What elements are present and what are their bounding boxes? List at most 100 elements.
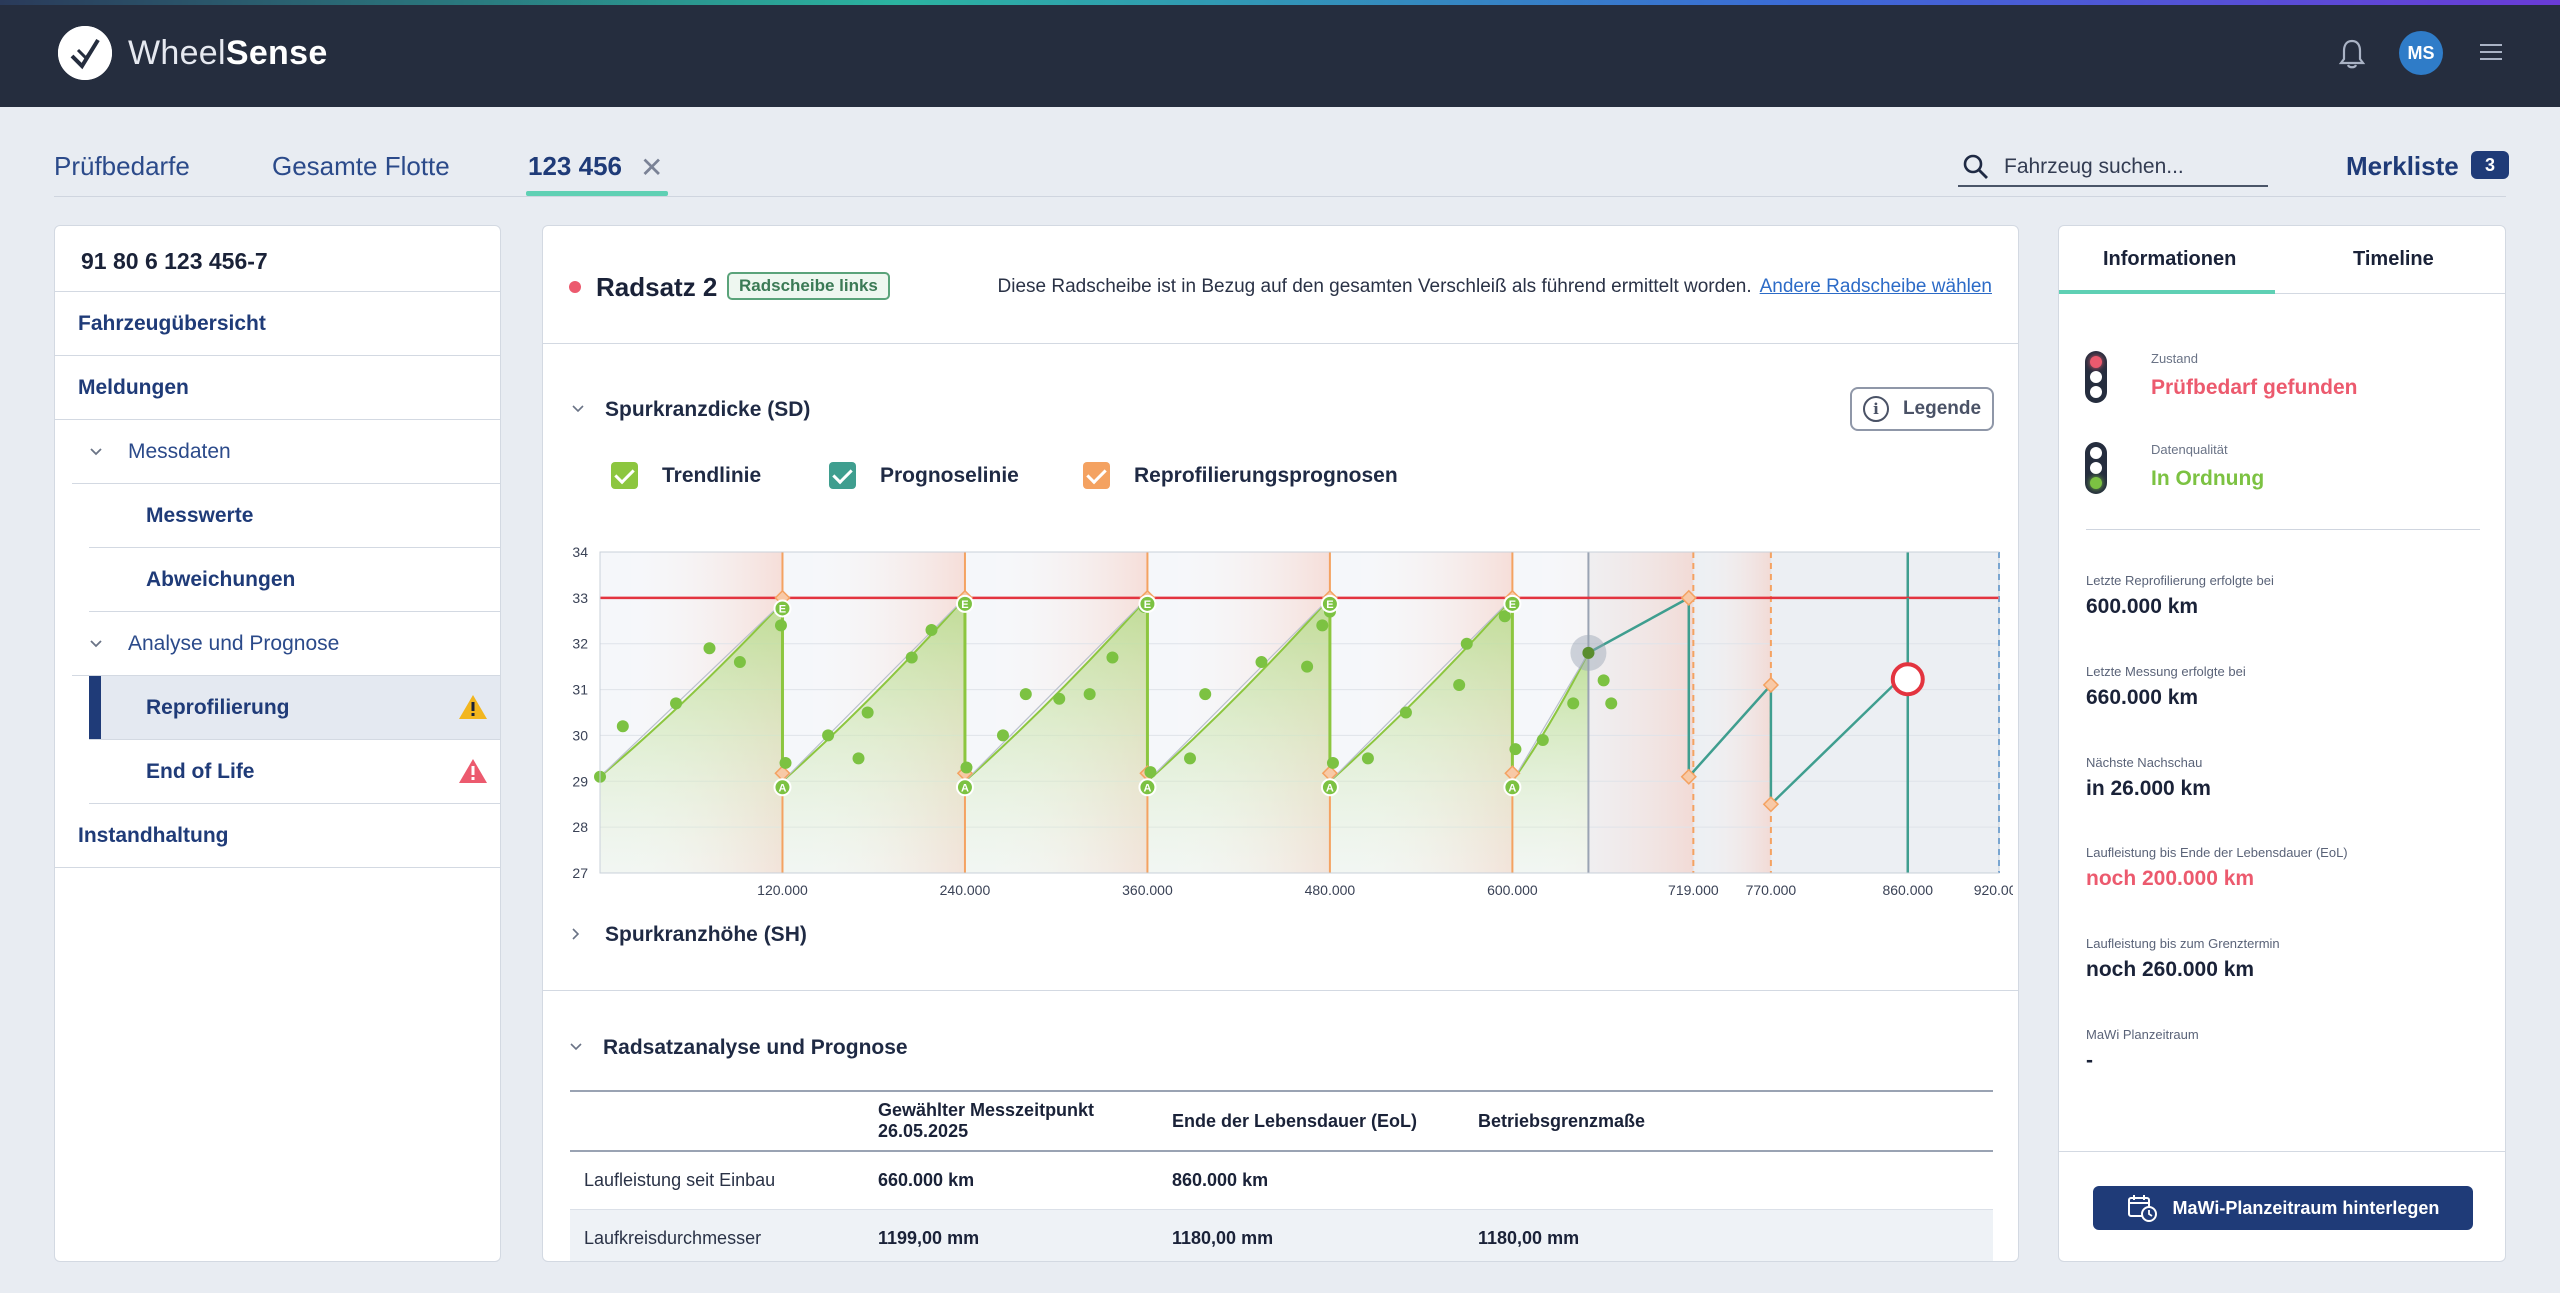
end-badge-label: E	[1326, 599, 1333, 611]
chevron-right-icon[interactable]	[569, 927, 583, 941]
checkbox-label: Prognoselinie	[880, 463, 1019, 487]
nav-end-of-life[interactable]: End of Life	[89, 740, 500, 804]
y-tick-label: 31	[572, 682, 588, 698]
mawi-planning-button[interactable]: MaWi-Planzeitraum hinterlegen	[2093, 1186, 2473, 1230]
measurement-point	[1316, 619, 1329, 632]
nav-meldungen[interactable]: Meldungen	[55, 356, 500, 420]
table-header: Betriebsgrenzmaße	[1464, 1090, 1993, 1152]
app-name-bold: Sense	[225, 33, 328, 72]
x-tick-label: 360.000	[1122, 882, 1173, 898]
checkbox-prognoselinie[interactable]: Prognoselinie	[829, 462, 1019, 489]
measurement-point	[852, 752, 865, 765]
end-badge-label: E	[1144, 599, 1151, 611]
active-tab-indicator	[526, 191, 668, 196]
end-badge-label: E	[779, 603, 786, 615]
nav-label: Instandhaltung	[78, 823, 229, 847]
nav-instandhaltung[interactable]: Instandhaltung	[55, 804, 500, 868]
reference-line	[964, 597, 1148, 782]
nav-label: Analyse und Prognose	[128, 631, 340, 655]
choose-other-disc-link[interactable]: Andere Radscheibe wählen	[1759, 276, 1992, 297]
table-row: Laufkreisdurchmesser 1199,00 mm 1180,00 …	[570, 1209, 1993, 1261]
reference-line	[1329, 597, 1513, 782]
trend-area	[1329, 597, 1513, 873]
start-badge	[1320, 778, 1339, 797]
chevron-down-icon[interactable]	[569, 1040, 583, 1054]
measurement-point	[1053, 692, 1066, 705]
y-tick-label: 28	[572, 819, 588, 835]
search-input[interactable]	[2004, 155, 2244, 179]
kv-value: noch 260.000 km	[2086, 958, 2255, 981]
nav-reprofilierung[interactable]: Reprofilierung	[89, 676, 500, 740]
table-cell	[1464, 1151, 1993, 1210]
start-badge-label: A	[779, 782, 787, 794]
measurement-point	[1019, 688, 1032, 701]
y-tick-label: 34	[572, 544, 588, 560]
measurement-point	[1399, 706, 1412, 719]
bell-icon[interactable]	[2338, 38, 2366, 70]
checkbox-trendlinie[interactable]: Trendlinie	[611, 462, 761, 489]
start-badge	[773, 778, 792, 797]
zustand-value: Prüfbedarf gefunden	[2151, 376, 2358, 399]
check-icon	[611, 462, 638, 489]
check-icon	[1083, 462, 1110, 489]
table-cell: 1199,00 mm	[864, 1209, 1158, 1261]
measurement-point	[1106, 651, 1119, 664]
warning-icon	[459, 695, 487, 719]
app-logo[interactable]: WheelSense	[58, 26, 328, 80]
nav-messwerte[interactable]: Messwerte	[89, 484, 500, 548]
flange-thickness-chart: 34 33 32 31 30 29 28 27 E A E A E A E A E A 120.000 240.000…	[572, 544, 2013, 898]
tab-timeline[interactable]: Timeline	[2353, 248, 2434, 270]
start-badge	[1503, 778, 1522, 797]
table-cell: 860.000 km	[1158, 1151, 1464, 1210]
measurement-point	[1326, 756, 1339, 769]
tab-gesamte-flotte[interactable]: Gesamte Flotte	[272, 151, 450, 181]
checkbox-label: Trendlinie	[662, 463, 762, 487]
end-badge-label: E	[1509, 599, 1516, 611]
measurement-point	[1199, 688, 1212, 701]
tab-vehicle[interactable]: 123 456	[528, 151, 622, 181]
section-analysis-title[interactable]: Radsatzanalyse und Prognose	[603, 1036, 908, 1059]
quality-value: In Ordnung	[2151, 467, 2265, 490]
wheelset-header: Radsatz 2 Radscheibe links Diese Radsche…	[543, 226, 2018, 344]
checkbox-reprofilierungsprognosen[interactable]: Reprofilierungsprognosen	[1083, 462, 1398, 489]
legend-button[interactable]: i Legende	[1850, 387, 1994, 431]
merkliste-link[interactable]: Merkliste	[2346, 151, 2459, 181]
info-panel: Informationen Timeline Zustand Prüfbedar…	[2058, 225, 2506, 1262]
measurement-point	[960, 761, 973, 774]
section-sh-title[interactable]: Spurkranzhöhe (SH)	[605, 923, 807, 946]
nav-analyse-und-prognose[interactable]: Analyse und Prognose	[72, 612, 500, 676]
measurement-point	[1605, 697, 1618, 710]
measurement-point	[1509, 743, 1522, 756]
kv-value: 600.000 km	[2086, 595, 2199, 618]
trend-line	[599, 601, 784, 778]
end-badge	[773, 599, 792, 618]
trend-area	[1147, 597, 1330, 873]
start-badge	[955, 778, 974, 797]
search-icon	[1963, 154, 1988, 179]
calendar-clock-icon	[2127, 1195, 2157, 1222]
close-tab-icon[interactable]: ✕	[640, 152, 664, 183]
nav-fahrzeuguebersicht[interactable]: Fahrzeugübersicht	[55, 292, 500, 356]
tab-informationen[interactable]: Informationen	[2103, 248, 2237, 270]
nav-abweichungen[interactable]: Abweichungen	[89, 548, 500, 612]
logo-icon	[58, 26, 112, 80]
chevron-down-icon[interactable]	[571, 402, 585, 416]
kv-value: 660.000 km	[2086, 686, 2199, 709]
checkbox-label: Reprofilierungsprognosen	[1134, 463, 1398, 487]
end-badge	[1503, 594, 1522, 613]
user-avatar[interactable]: MS	[2399, 31, 2443, 75]
menu-icon[interactable]	[2480, 44, 2502, 62]
y-tick-label: 33	[572, 590, 588, 606]
section-sd-title[interactable]: Spurkranzdicke (SD)	[605, 398, 811, 421]
nav-messdaten[interactable]: Messdaten	[72, 420, 500, 484]
x-tick-label: 240.000	[940, 882, 991, 898]
top-bar: WheelSense MS	[0, 0, 2560, 107]
reference-line	[1511, 652, 1589, 782]
check-icon	[829, 462, 856, 489]
x-tick-label: 600.000	[1487, 882, 1538, 898]
tab-pruefbedarfe[interactable]: Prüfbedarfe	[54, 151, 190, 181]
kv-value: in 26.000 km	[2086, 777, 2211, 800]
trend-line	[781, 597, 966, 783]
nav-label: Fahrzeugübersicht	[78, 311, 266, 335]
measurement-point	[616, 720, 629, 733]
